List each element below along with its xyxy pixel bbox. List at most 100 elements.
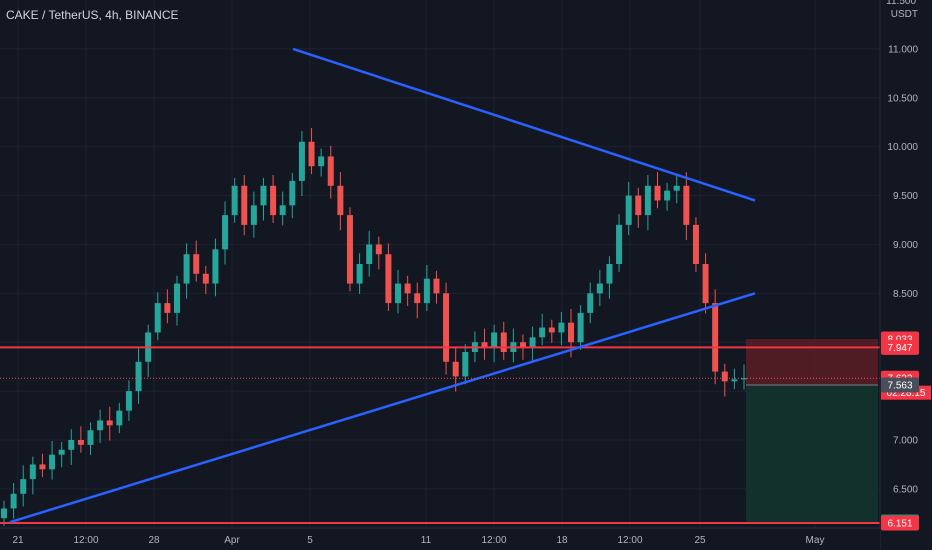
time-axis[interactable] — [0, 528, 880, 550]
time-tick-label: 21 — [12, 535, 24, 546]
candle-body[interactable] — [308, 141, 315, 167]
candle-body[interactable] — [97, 420, 104, 431]
candle-body[interactable] — [10, 493, 17, 509]
entry-level-tag — [881, 377, 919, 393]
candle-body[interactable] — [20, 479, 27, 494]
candle-body[interactable] — [692, 224, 699, 264]
candle-body[interactable] — [1, 508, 7, 519]
candle-body[interactable] — [375, 244, 382, 255]
candle-body[interactable] — [250, 205, 257, 225]
candle-body[interactable] — [125, 391, 132, 411]
time-tick-label: 5 — [307, 535, 313, 546]
stop-level-tag — [881, 339, 919, 355]
candle-body[interactable] — [443, 293, 450, 362]
candle-body[interactable] — [395, 283, 402, 304]
support-trendline[interactable] — [9, 292, 756, 524]
candle-body[interactable] — [539, 327, 546, 338]
price-tick-label: 6.500 — [893, 484, 918, 495]
time-tick-label: 25 — [694, 535, 706, 546]
currency-label: USDT — [891, 9, 918, 20]
time-tick-label: 12:00 — [481, 535, 506, 546]
candle-body[interactable] — [577, 312, 584, 343]
candle-body[interactable] — [673, 185, 680, 191]
candle-body[interactable] — [289, 180, 296, 206]
candle-body[interactable] — [654, 185, 661, 201]
candle-body[interactable] — [721, 371, 728, 382]
candle-body[interactable] — [241, 185, 248, 225]
candle-body[interactable] — [318, 156, 325, 167]
candle-body[interactable] — [596, 283, 603, 294]
candle-body[interactable] — [635, 195, 642, 216]
candle-body[interactable] — [337, 185, 344, 216]
candle-body[interactable] — [58, 449, 65, 455]
candle-body[interactable] — [433, 278, 440, 294]
candle-body[interactable] — [548, 327, 555, 333]
candle-body[interactable] — [664, 190, 671, 201]
entry-level-label: 7.563 — [887, 380, 912, 391]
candle-body[interactable] — [625, 195, 632, 225]
countdown-label: 02:28:15 — [887, 388, 926, 399]
candle-body[interactable] — [366, 244, 373, 264]
candle-body[interactable] — [356, 264, 363, 284]
candle-body[interactable] — [414, 293, 421, 304]
candle-body[interactable] — [270, 185, 277, 216]
resistance-trendline[interactable] — [292, 47, 756, 202]
candle-body[interactable] — [683, 185, 690, 225]
candle-body[interactable] — [500, 332, 507, 352]
candle-body[interactable] — [260, 185, 267, 206]
candle-body[interactable] — [568, 322, 575, 343]
candle-body[interactable] — [164, 303, 171, 313]
support-level-label: 6.151 — [887, 519, 912, 530]
candle-body[interactable] — [462, 352, 469, 377]
candle-body[interactable] — [68, 440, 75, 450]
take-profit-zone — [746, 384, 878, 522]
candle-body[interactable] — [231, 185, 238, 216]
candle-body[interactable] — [616, 224, 623, 264]
candle-body[interactable] — [423, 278, 430, 304]
time-tick-label: 18 — [556, 535, 568, 546]
candle-body[interactable] — [202, 273, 209, 284]
candle-body[interactable] — [529, 337, 536, 348]
candle-body[interactable] — [587, 293, 594, 313]
price-axis[interactable] — [880, 0, 932, 550]
candle-body[interactable] — [222, 215, 229, 250]
candle-body[interactable] — [712, 303, 719, 372]
candle-body[interactable] — [154, 303, 161, 333]
candle-body[interactable] — [49, 454, 56, 470]
candle-body[interactable] — [452, 361, 459, 377]
time-tick-label: May — [806, 535, 825, 546]
candle-body[interactable] — [212, 249, 219, 284]
candle-body[interactable] — [116, 410, 123, 426]
candle-body[interactable] — [183, 254, 190, 284]
time-tick-label: 12:00 — [73, 535, 98, 546]
candle-body[interactable] — [606, 264, 613, 284]
candle-body[interactable] — [385, 254, 392, 304]
candle-body[interactable] — [644, 185, 651, 216]
candle-body[interactable] — [173, 283, 180, 313]
candle-body[interactable] — [558, 322, 565, 333]
candle-body[interactable] — [87, 430, 94, 445]
time-tick-label: 28 — [148, 535, 160, 546]
candle-body[interactable] — [77, 440, 84, 445]
candle-body[interactable] — [106, 420, 113, 426]
candle-body[interactable] — [346, 215, 353, 284]
candle-body[interactable] — [519, 342, 526, 348]
candle-body[interactable] — [731, 379, 738, 382]
candle-body[interactable] — [702, 264, 709, 304]
candle-body[interactable] — [298, 141, 305, 181]
candle-body[interactable] — [29, 464, 36, 480]
candle-body[interactable] — [741, 378, 747, 380]
candle-body[interactable] — [404, 283, 411, 294]
candle-body[interactable] — [39, 464, 46, 470]
candle-body[interactable] — [481, 342, 488, 348]
candle-body[interactable] — [327, 156, 334, 186]
candle-body[interactable] — [279, 205, 286, 216]
candle-body[interactable] — [193, 254, 200, 274]
price-tick-label: 7.000 — [893, 436, 918, 447]
symbol-title[interactable]: CAKE / TetherUS, 4h, BINANCE — [6, 8, 179, 22]
candle-body[interactable] — [135, 361, 142, 392]
support-level-tag — [881, 515, 919, 531]
candle-body[interactable] — [491, 332, 498, 348]
